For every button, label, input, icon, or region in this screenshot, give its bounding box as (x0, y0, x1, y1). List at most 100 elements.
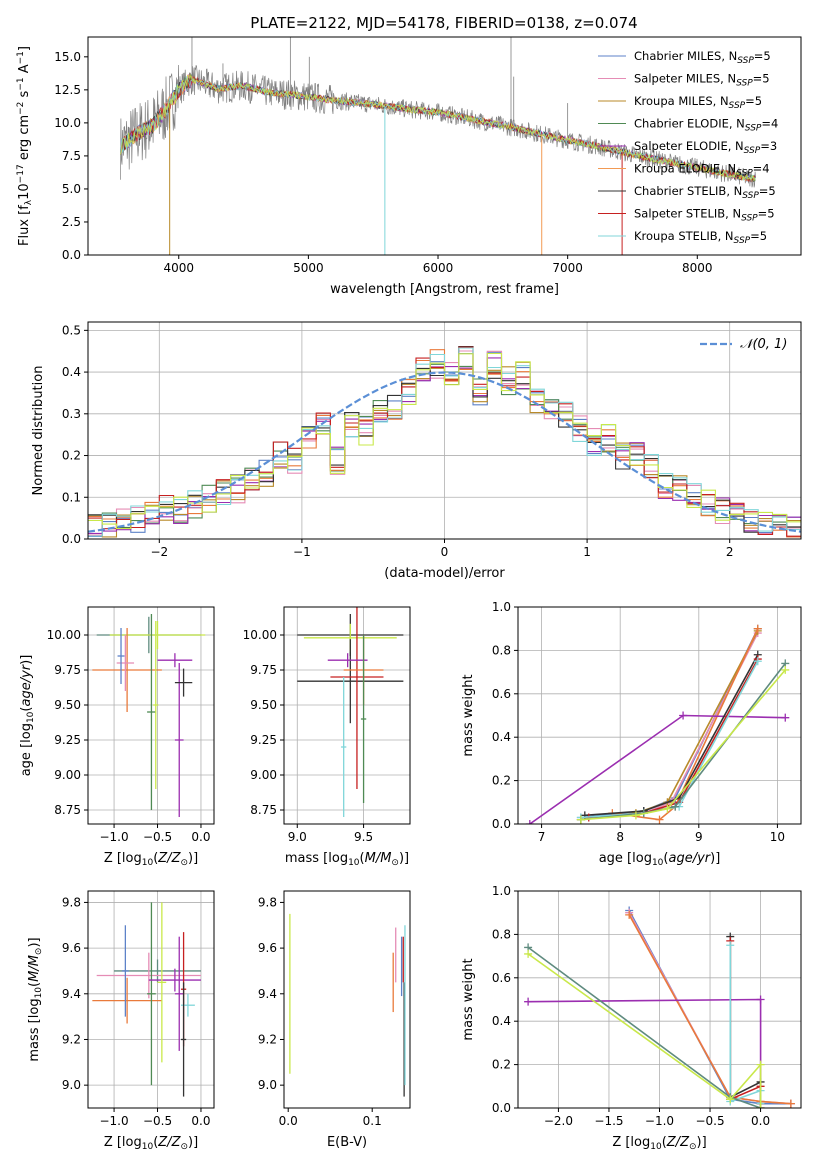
y-tick-label: 9.00 (54, 768, 81, 782)
massweight-series-lime (527, 953, 762, 1108)
y-tick-label: 9.00 (250, 768, 277, 782)
x-axis-label: wavelength [Angstrom, rest frame] (330, 282, 559, 297)
x-tick-label: 0.0 (751, 1114, 770, 1128)
legend-entry: Kroupa MILES, NSSP=5 (634, 94, 762, 111)
x-tick-label: −0.5 (143, 1114, 172, 1128)
massweight-series-salpeter_miles (580, 632, 759, 821)
massweight-marker (726, 1095, 735, 1104)
y-tick-label: 0.6 (492, 687, 511, 701)
x-tick-label: 8 (616, 830, 624, 844)
y-tick-label: 9.25 (250, 733, 277, 747)
massweight-marker (726, 941, 735, 950)
massweight-series-chabrier_miles (580, 628, 759, 819)
y-tick-label: 0.4 (492, 730, 511, 744)
massweight-series-orange (628, 914, 791, 1105)
y-tick-label: 0.2 (62, 449, 81, 463)
x-tick-label: 0.0 (191, 830, 210, 844)
y-axis-label: mass [log10(M/M⊙)] (27, 937, 44, 1061)
axes-frame (283, 890, 411, 1109)
x-tick-label: −1.5 (594, 1114, 623, 1128)
x-tick-label: 9.5 (354, 830, 373, 844)
y-tick-label: 10.00 (47, 628, 81, 642)
x-tick-label: 9 (695, 830, 703, 844)
legend-entry: Kroupa ELODIE, NSSP=4 (634, 162, 770, 179)
y-tick-label: 9.75 (54, 663, 81, 677)
x-tick-label: 1 (583, 545, 591, 559)
y-tick-label: 9.6 (62, 941, 81, 955)
legend-entry: Salpeter MILES, NSSP=5 (634, 72, 770, 89)
y-tick-label: 9.0 (258, 1078, 277, 1092)
massweight-marker (781, 665, 790, 674)
y-tick-label: 9.6 (258, 941, 277, 955)
massweight-marker (524, 997, 533, 1006)
legend-normal-label: 𝒩(0, 1) (740, 337, 787, 352)
legend-entry: Kroupa STELIB, NSSP=5 (634, 229, 767, 246)
massweight-marker (655, 815, 664, 824)
plot-area (92, 614, 206, 817)
y-tick-label: 9.75 (250, 663, 277, 677)
x-axis-label: Z [log10(Z/Z⊙)] (104, 851, 198, 868)
y-tick-label: 0.4 (492, 1014, 511, 1028)
y-tick-label: 7.5 (62, 149, 81, 163)
x-tick-label: 7000 (552, 261, 583, 275)
y-tick-label: 10.0 (54, 116, 81, 130)
plot-area (88, 346, 801, 538)
y-tick-label: 0.0 (492, 817, 511, 831)
figure-title: PLATE=2122, MJD=54178, FIBERID=0138, z=0… (250, 14, 637, 32)
y-tick-label: 1.0 (492, 884, 511, 898)
x-tick-label: −0.5 (143, 830, 172, 844)
massweight-marker (671, 802, 680, 811)
y-tick-label: 9.2 (62, 1032, 81, 1046)
y-tick-label: 0.5 (62, 323, 81, 337)
axes-frame (517, 606, 802, 825)
y-tick-label: 0.2 (492, 774, 511, 788)
massweight-marker (753, 657, 762, 666)
x-tick-label: −1.0 (645, 1114, 674, 1128)
legend-entry: Chabrier ELODIE, NSSP=4 (634, 117, 778, 134)
plot-area (120, 37, 756, 255)
y-tick-label: 9.2 (258, 1032, 277, 1046)
y-tick-label: 9.4 (62, 987, 81, 1001)
legend-entry: Chabrier MILES, NSSP=5 (634, 49, 771, 66)
y-tick-label: 0.0 (492, 1101, 511, 1115)
massweight-marker (756, 995, 765, 1004)
x-tick-label: 0.1 (363, 1114, 382, 1128)
massweight-marker (524, 949, 533, 958)
y-tick-label: 9.8 (258, 895, 277, 909)
y-tick-label: 9.50 (54, 698, 81, 712)
massweight-series-chabrier_stelib (584, 654, 759, 817)
x-axis-label: age [log10(age/yr)] (599, 851, 721, 868)
y-tick-label: 9.8 (62, 895, 81, 909)
x-tick-label: −1.0 (99, 830, 128, 844)
y-axis-label: Normed distribution (31, 366, 46, 496)
massweight-series-teal (580, 662, 786, 821)
massweight-marker (756, 1060, 765, 1069)
panel-age-vs-z: −1.0 −0.5 0.0 8.75 9.00 9.25 9.50 9.75 10.00 Z [l… (19, 606, 215, 868)
x-tick-label: −1.0 (99, 1114, 128, 1128)
y-tick-label: 8.75 (250, 803, 277, 817)
x-tick-label: 10 (770, 830, 785, 844)
x-tick-label: 4000 (163, 261, 194, 275)
massweight-marker (786, 1099, 795, 1108)
x-tick-label: 5000 (293, 261, 324, 275)
plot-area (297, 607, 404, 817)
y-tick-label: 10.00 (243, 628, 277, 642)
massweight-series-chabrier_stelib (729, 936, 762, 1104)
normal-curve (88, 371, 801, 533)
massweight-marker (753, 624, 762, 633)
plot-area (525, 624, 790, 824)
model-spectrum-lime (120, 73, 756, 182)
x-tick-label: −1 (293, 545, 311, 559)
x-tick-label: 8000 (682, 261, 713, 275)
massweight-series-lime (580, 669, 786, 821)
x-tick-label: −2 (150, 545, 168, 559)
legend-entry: Salpeter ELODIE, NSSP=3 (634, 139, 777, 156)
axes-frame (87, 606, 215, 825)
y-tick-label: 15.0 (54, 50, 81, 64)
y-tick-label: 9.4 (258, 987, 277, 1001)
legend-entry: Chabrier STELIB, NSSP=5 (634, 184, 776, 201)
x-tick-label: 0.0 (191, 1114, 210, 1128)
axes-frame (87, 36, 802, 256)
massweight-marker (631, 811, 640, 820)
panel-residuals: −2 −1 0 1 2 0.0 0.1 0.2 0.3 0.4 0.5 𝒩(0, 1) (data-mo… (31, 321, 802, 581)
